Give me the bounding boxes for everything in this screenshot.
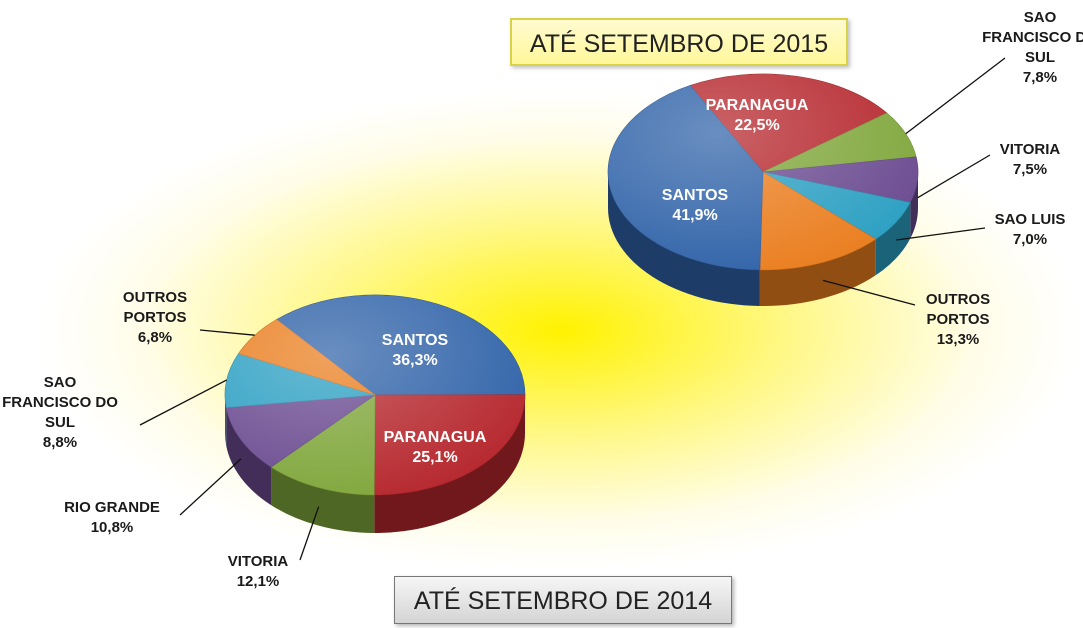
slice-label: OUTROS PORTOS 6,8% [105,288,205,348]
value-label: 7,0% [1012,231,1048,248]
value-label: 12,1% [236,573,280,590]
category-label: PARANAGUA [383,429,487,446]
category-label: VITORIA [999,141,1061,158]
category-label: SANTOS [381,332,449,349]
value-label: 7,5% [1012,161,1048,178]
value-label: 13,3% [936,331,980,348]
leader-line [299,506,320,561]
category-label: PARANAGUA [705,97,809,114]
leader-line [822,279,916,306]
leader-line [179,458,242,516]
value-label: 41,9% [672,207,718,224]
category-label: RIO GRANDE [64,499,160,516]
category-label: OUTROS PORTOS [925,291,991,328]
slice-label: OUTROS PORTOS 13,3% [908,290,1008,350]
category-label: SANTOS [661,187,729,204]
slice-label: SAO LUIS 7,0% [980,210,1080,250]
slice-label: PARANAGUA 25,1% [365,428,505,468]
chart-title: ATÉ SETEMBRO DE 2014 [394,576,732,624]
value-label: 22,5% [734,117,780,134]
slice-label: RIO GRANDE 10,8% [37,498,187,538]
value-label: 10,8% [90,519,134,536]
value-label: 6,8% [137,329,173,346]
chart-title: ATÉ SETEMBRO DE 2015 [510,18,848,66]
leader-line [905,57,1006,135]
leader-line [199,329,255,336]
category-label: SAO FRANCISCO DO SUL [982,9,1083,66]
slice-label: VITORIA 7,5% [980,140,1080,180]
value-label: 36,3% [392,352,438,369]
slice-side [374,395,525,533]
category-label: VITORIA [227,553,289,570]
value-label: 8,8% [42,434,78,451]
slice-label: SANTOS 36,3% [365,331,465,371]
value-label: 7,8% [1022,69,1058,86]
value-label: 25,1% [412,449,458,466]
category-label: SAO LUIS [994,211,1066,228]
slice-label: SAO FRANCISCO DO SUL 8,8% [0,373,121,453]
leader-line [917,154,991,199]
slice-label: PARANAGUA 22,5% [692,96,822,136]
category-label: OUTROS PORTOS [122,289,188,326]
slice-side [608,172,760,306]
slice-label: SAO FRANCISCO DO SUL 7,8% [979,8,1083,88]
slice-label: SANTOS 41,9% [645,186,745,226]
slice-label: VITORIA 12,1% [208,552,308,592]
category-label: SAO FRANCISCO DO SUL [2,374,118,431]
leader-line [139,379,228,426]
